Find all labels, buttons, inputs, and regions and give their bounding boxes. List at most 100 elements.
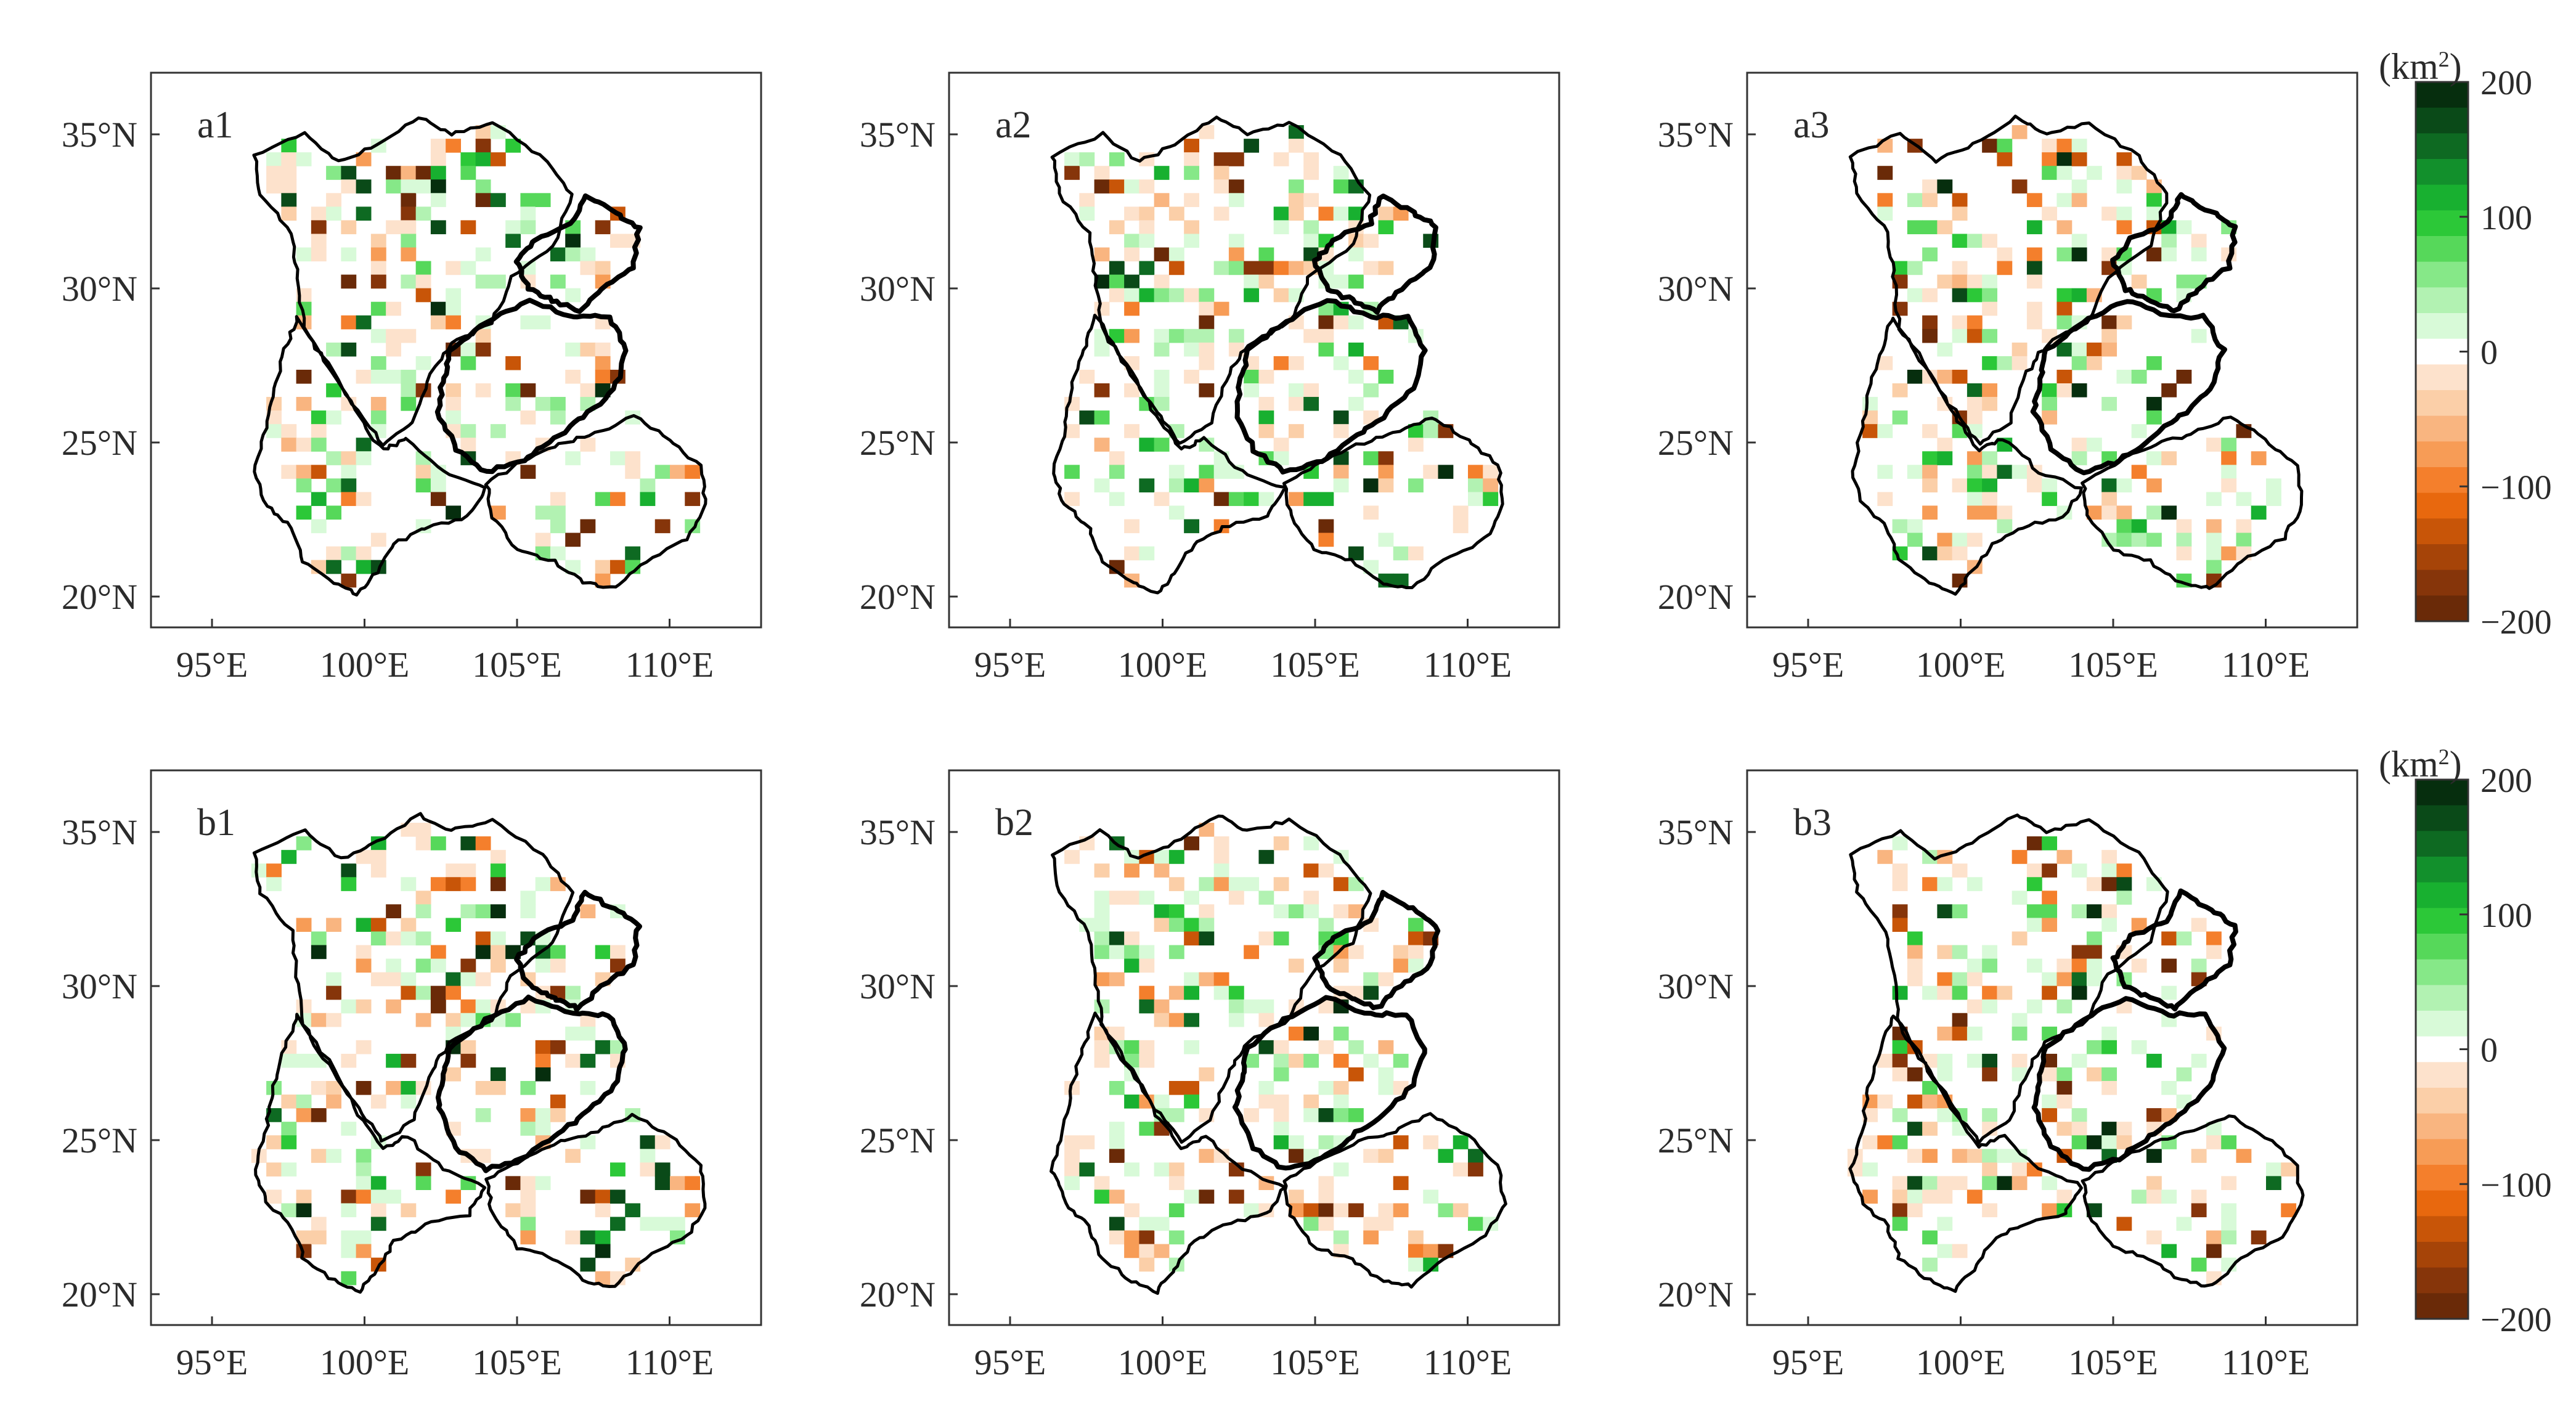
data-cell [386, 301, 402, 316]
data-cell [311, 1217, 327, 1231]
data-cell [2206, 1244, 2222, 1258]
data-cell [2206, 438, 2222, 452]
panel-label: b2 [995, 802, 1033, 844]
data-cell [2042, 904, 2058, 918]
data-cell [1139, 206, 1155, 221]
data-cell [251, 863, 267, 878]
data-cell [356, 1230, 372, 1245]
data-cell [1877, 424, 1893, 438]
data-cell [1094, 342, 1110, 357]
data-cell [2176, 1217, 2192, 1231]
data-cell [1213, 166, 1229, 180]
data-cell [490, 958, 506, 973]
colorbar-tick-label: −100 [2480, 1166, 2552, 1204]
data-cell [1109, 152, 1125, 166]
data-cell [2042, 972, 2058, 987]
data-cell [415, 1162, 431, 1176]
data-cell [341, 1189, 357, 1204]
data-cell [370, 850, 386, 864]
data-cell [1967, 383, 1983, 398]
data-cell [1952, 315, 1968, 330]
data-cell [1393, 1053, 1409, 1068]
map-panel-b1: b1 20°N 25°N 30°N 35°N 95°E 100°E 105°E 110°E [62, 769, 762, 1382]
data-cell [625, 451, 641, 465]
data-cell [1967, 1053, 1983, 1068]
data-cell [1124, 288, 1139, 303]
data-cell [326, 193, 341, 207]
data-cell [1333, 1162, 1349, 1176]
data-cell [1288, 424, 1304, 438]
data-cell [326, 1149, 341, 1163]
data-cell [1124, 1040, 1139, 1054]
colorbar-tick-label: 0 [2480, 334, 2498, 372]
colorbar-tick-label: −100 [2480, 468, 2552, 507]
data-cell [2101, 315, 2117, 330]
data-cell [1952, 478, 1968, 492]
data-cell [609, 958, 626, 973]
data-cell [520, 904, 536, 918]
data-cell [2071, 1135, 2087, 1149]
data-cell [386, 999, 402, 1014]
data-cell [1892, 410, 1908, 425]
data-cell [1124, 1162, 1139, 1176]
data-cell [430, 999, 446, 1014]
data-cell [1213, 465, 1229, 479]
data-cell [2086, 166, 2102, 180]
lat-tick-label: 30°N [62, 269, 137, 309]
data-cell [2161, 234, 2177, 248]
data-cell [415, 985, 431, 1000]
data-cell [311, 1108, 327, 1122]
data-cell [2026, 999, 2042, 1014]
data-cell [2116, 505, 2132, 520]
data-cell [1877, 1135, 1893, 1149]
data-cell [356, 918, 372, 932]
data-cell [446, 301, 462, 316]
data-cell [654, 1217, 670, 1231]
data-cell [2056, 342, 2073, 357]
province-boundary [2110, 192, 2238, 314]
data-cell [1952, 546, 1968, 561]
data-cell [2131, 274, 2147, 289]
data-cell [1318, 206, 1334, 221]
data-cell [1288, 1203, 1304, 1218]
data-cell [1288, 492, 1304, 507]
data-cell [640, 1162, 656, 1176]
data-cell [2221, 1217, 2237, 1231]
panel-frame [1746, 71, 2358, 629]
data-cell [1862, 1189, 1878, 1204]
data-cell [1408, 1230, 1424, 1245]
colorbar-1: 200 100 0 −100 −200 (km2) [2379, 46, 2552, 642]
data-cell [1937, 945, 1953, 960]
data-cell [1877, 1053, 1893, 1068]
data-cell [1937, 1053, 1953, 1068]
data-cell [415, 179, 431, 194]
data-cell [580, 247, 596, 262]
data-cell [490, 945, 506, 960]
data-cell [1333, 1053, 1349, 1068]
data-cell [1907, 1189, 1923, 1204]
data-cell [1139, 1122, 1155, 1136]
data-cell [2086, 1040, 2102, 1054]
lat-tick-label: 25°N [860, 423, 935, 463]
data-cell [2281, 1162, 2297, 1176]
data-cell [2221, 1176, 2237, 1190]
data-cell [2026, 918, 2042, 932]
data-cell [2086, 877, 2102, 891]
data-cell [446, 261, 462, 275]
data-cell [520, 1203, 536, 1218]
data-cell [1333, 877, 1349, 891]
data-cell [446, 315, 462, 330]
data-cell [281, 193, 297, 207]
data-cell [1079, 1162, 1095, 1176]
data-cell [2146, 532, 2162, 547]
data-cell [1907, 532, 1923, 547]
data-cell [415, 261, 431, 275]
data-cell [1363, 234, 1379, 248]
data-cell [356, 451, 372, 465]
data-cell [1199, 328, 1215, 343]
data-cell [446, 505, 462, 520]
data-cell [2071, 904, 2087, 918]
data-cell [2176, 369, 2192, 384]
lat-tick-label: 30°N [1658, 966, 1734, 1006]
data-cell [1363, 478, 1379, 492]
